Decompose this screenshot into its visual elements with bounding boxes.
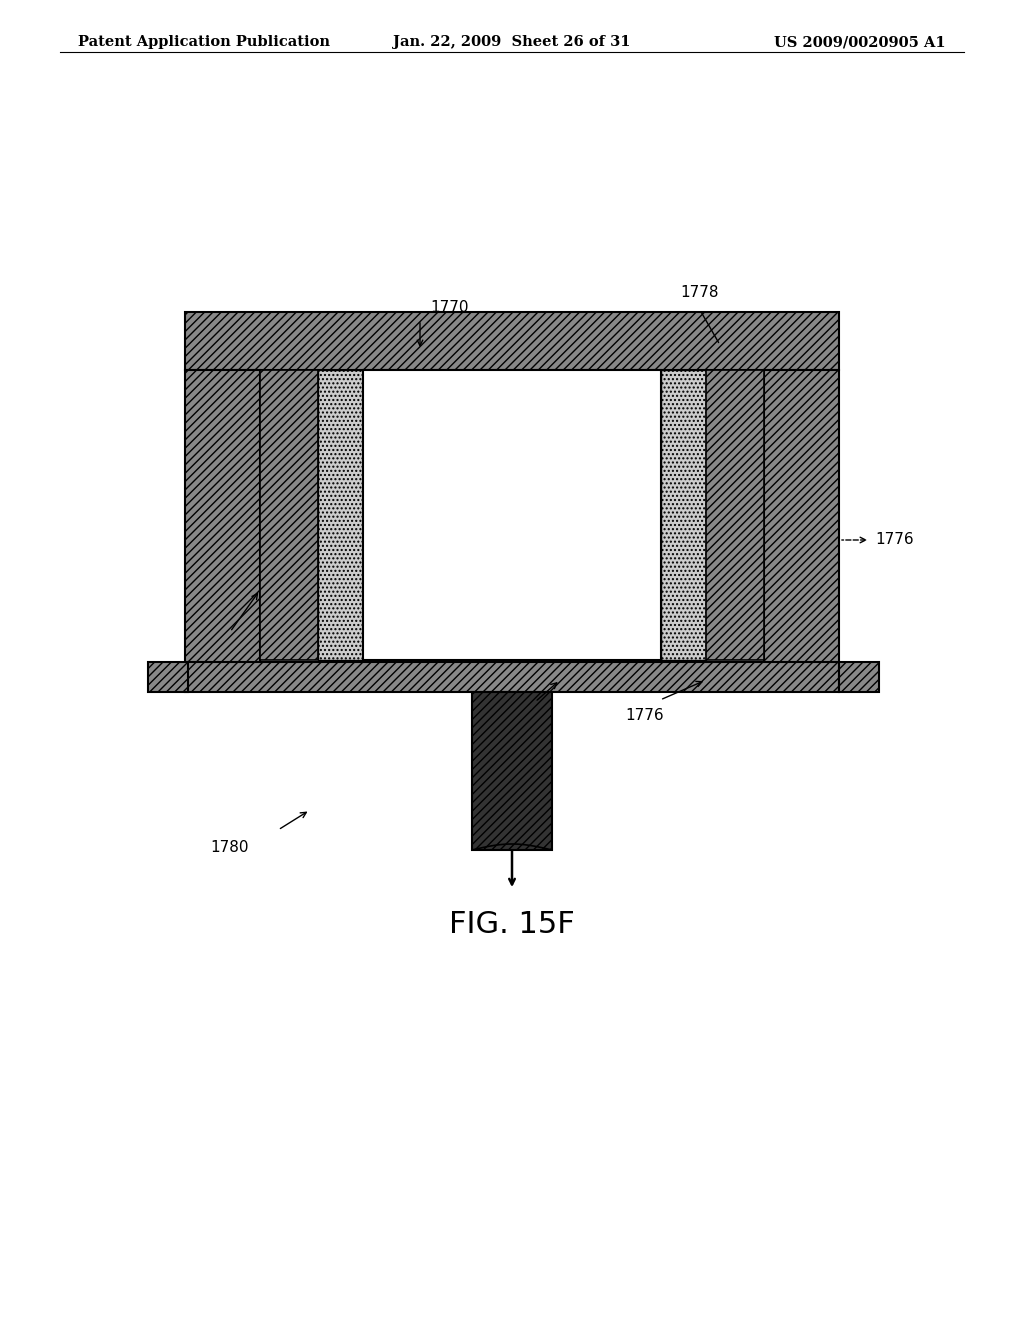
Bar xyxy=(362,370,662,660)
Bar xyxy=(706,370,764,660)
Bar xyxy=(662,370,706,660)
Bar xyxy=(148,663,188,692)
Text: 1776: 1776 xyxy=(874,532,913,548)
Text: Patent Application Publication: Patent Application Publication xyxy=(78,36,330,49)
Bar xyxy=(318,370,362,660)
Text: 1772: 1772 xyxy=(500,714,539,729)
Text: US 2009/0020905 A1: US 2009/0020905 A1 xyxy=(774,36,946,49)
Bar xyxy=(764,370,839,665)
Text: 1776: 1776 xyxy=(625,708,664,723)
Bar xyxy=(185,370,260,665)
Text: 1780: 1780 xyxy=(210,840,249,855)
Bar xyxy=(185,663,839,692)
Bar xyxy=(472,692,552,850)
Text: 1778: 1778 xyxy=(680,285,719,300)
Bar xyxy=(839,663,879,692)
Text: Jan. 22, 2009  Sheet 26 of 31: Jan. 22, 2009 Sheet 26 of 31 xyxy=(393,36,631,49)
Text: 1770: 1770 xyxy=(430,300,469,315)
Bar xyxy=(185,312,839,370)
Text: FIG. 15F: FIG. 15F xyxy=(450,909,574,939)
Text: 1720: 1720 xyxy=(195,642,233,657)
Bar xyxy=(260,370,318,660)
